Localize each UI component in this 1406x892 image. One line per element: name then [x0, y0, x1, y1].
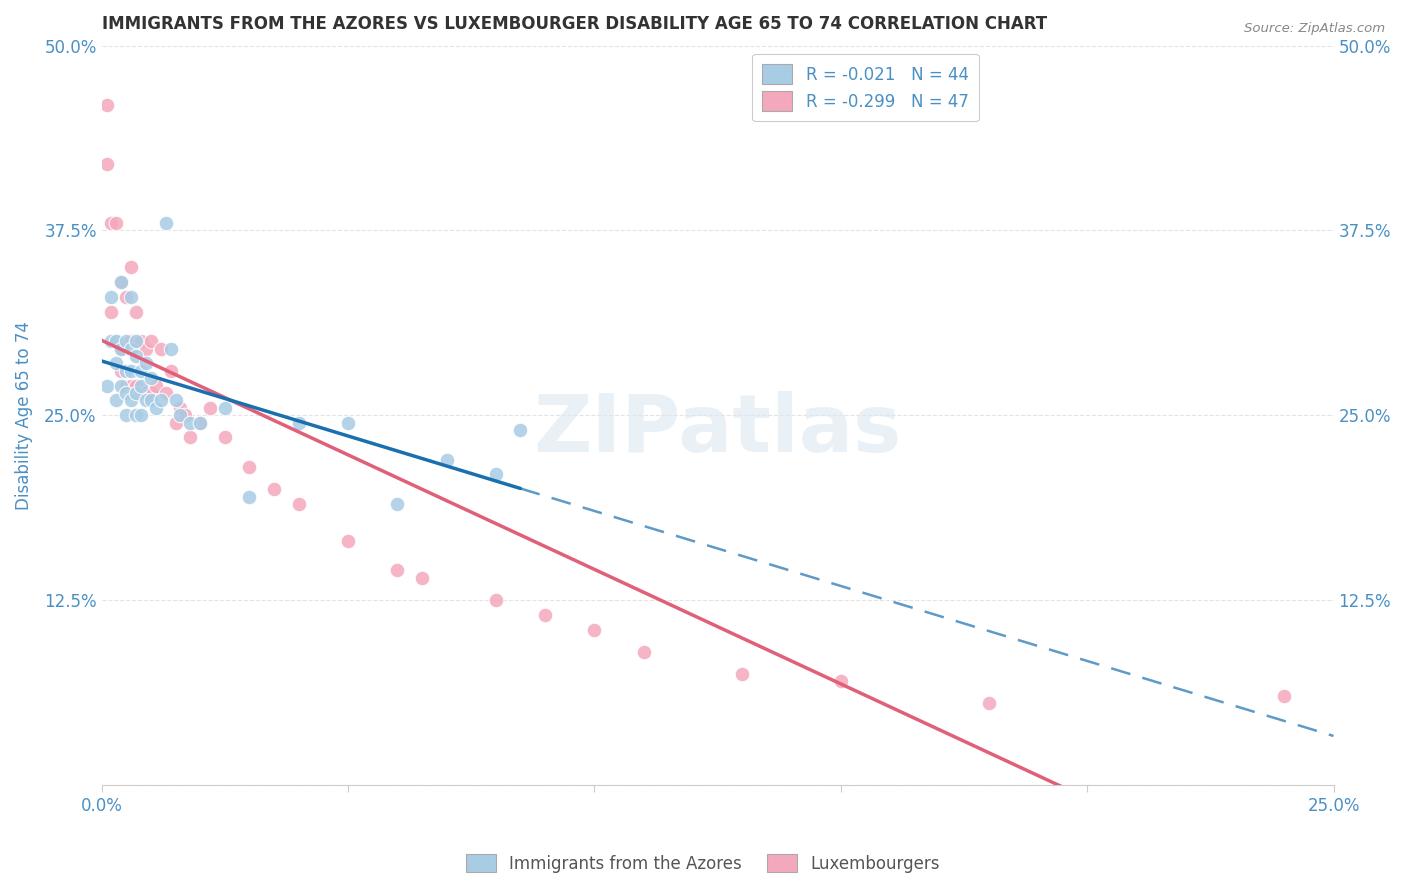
Point: [977, 697, 1000, 711]
Point: [125, 408, 148, 422]
Point: [125, 378, 148, 392]
Point: [105, 356, 128, 370]
Point: [96, 97, 118, 112]
Point: [485, 467, 508, 482]
Point: [214, 401, 236, 415]
Point: [145, 378, 167, 392]
Point: [830, 674, 852, 689]
Point: [159, 364, 181, 378]
Point: [165, 393, 187, 408]
Point: [110, 342, 132, 356]
Point: [105, 334, 128, 349]
Point: [387, 497, 409, 511]
Point: [100, 290, 122, 304]
Point: [188, 416, 211, 430]
Point: [115, 364, 138, 378]
Point: [155, 386, 177, 401]
Point: [115, 408, 138, 422]
Point: [509, 423, 531, 437]
Point: [238, 459, 260, 474]
Point: [179, 430, 201, 444]
Point: [125, 386, 148, 401]
Point: [1272, 689, 1295, 703]
Point: [135, 356, 157, 370]
Point: [633, 645, 655, 659]
Point: [100, 334, 122, 349]
Point: [100, 216, 122, 230]
Point: [139, 334, 162, 349]
Point: [145, 401, 167, 415]
Point: [287, 497, 309, 511]
Point: [129, 334, 152, 349]
Point: [583, 623, 606, 637]
Point: [149, 342, 172, 356]
Point: [135, 393, 157, 408]
Point: [110, 378, 132, 392]
Point: [139, 393, 162, 408]
Point: [149, 393, 172, 408]
Point: [198, 401, 221, 415]
Point: [336, 533, 359, 548]
Point: [125, 334, 148, 349]
Point: [485, 593, 508, 607]
Point: [96, 378, 118, 392]
Point: [263, 482, 285, 496]
Point: [174, 408, 197, 422]
Point: [411, 571, 433, 585]
Point: [120, 364, 142, 378]
Point: [129, 364, 152, 378]
Point: [120, 378, 142, 392]
Point: [188, 416, 211, 430]
Point: [110, 275, 132, 289]
Point: [214, 430, 236, 444]
Text: Source: ZipAtlas.com: Source: ZipAtlas.com: [1244, 22, 1385, 36]
Point: [105, 334, 128, 349]
Point: [179, 416, 201, 430]
Y-axis label: Disability Age 65 to 74: Disability Age 65 to 74: [15, 321, 32, 509]
Point: [110, 275, 132, 289]
Point: [120, 290, 142, 304]
Point: [120, 393, 142, 408]
Point: [135, 386, 157, 401]
Point: [110, 342, 132, 356]
Point: [336, 416, 359, 430]
Point: [115, 290, 138, 304]
Point: [159, 342, 181, 356]
Legend: Immigrants from the Azores, Luxembourgers: Immigrants from the Azores, Luxembourger…: [460, 847, 946, 880]
Point: [287, 416, 309, 430]
Point: [120, 334, 142, 349]
Point: [139, 386, 162, 401]
Point: [165, 416, 187, 430]
Point: [731, 666, 754, 681]
Point: [129, 378, 152, 392]
Point: [139, 371, 162, 385]
Point: [115, 334, 138, 349]
Point: [115, 378, 138, 392]
Legend: R = -0.021   N = 44, R = -0.299   N = 47: R = -0.021 N = 44, R = -0.299 N = 47: [752, 54, 979, 121]
Point: [120, 260, 142, 275]
Point: [96, 157, 118, 171]
Point: [169, 401, 191, 415]
Text: IMMIGRANTS FROM THE AZORES VS LUXEMBOURGER DISABILITY AGE 65 TO 74 CORRELATION C: IMMIGRANTS FROM THE AZORES VS LUXEMBOURG…: [101, 15, 1046, 33]
Point: [155, 216, 177, 230]
Point: [125, 304, 148, 318]
Point: [534, 607, 557, 622]
Point: [105, 393, 128, 408]
Point: [129, 386, 152, 401]
Point: [129, 408, 152, 422]
Point: [436, 452, 458, 467]
Point: [120, 342, 142, 356]
Point: [135, 342, 157, 356]
Point: [115, 386, 138, 401]
Point: [169, 408, 191, 422]
Point: [105, 216, 128, 230]
Point: [100, 304, 122, 318]
Point: [125, 349, 148, 363]
Text: ZIPatlas: ZIPatlas: [533, 391, 901, 469]
Point: [387, 563, 409, 577]
Point: [238, 490, 260, 504]
Point: [110, 364, 132, 378]
